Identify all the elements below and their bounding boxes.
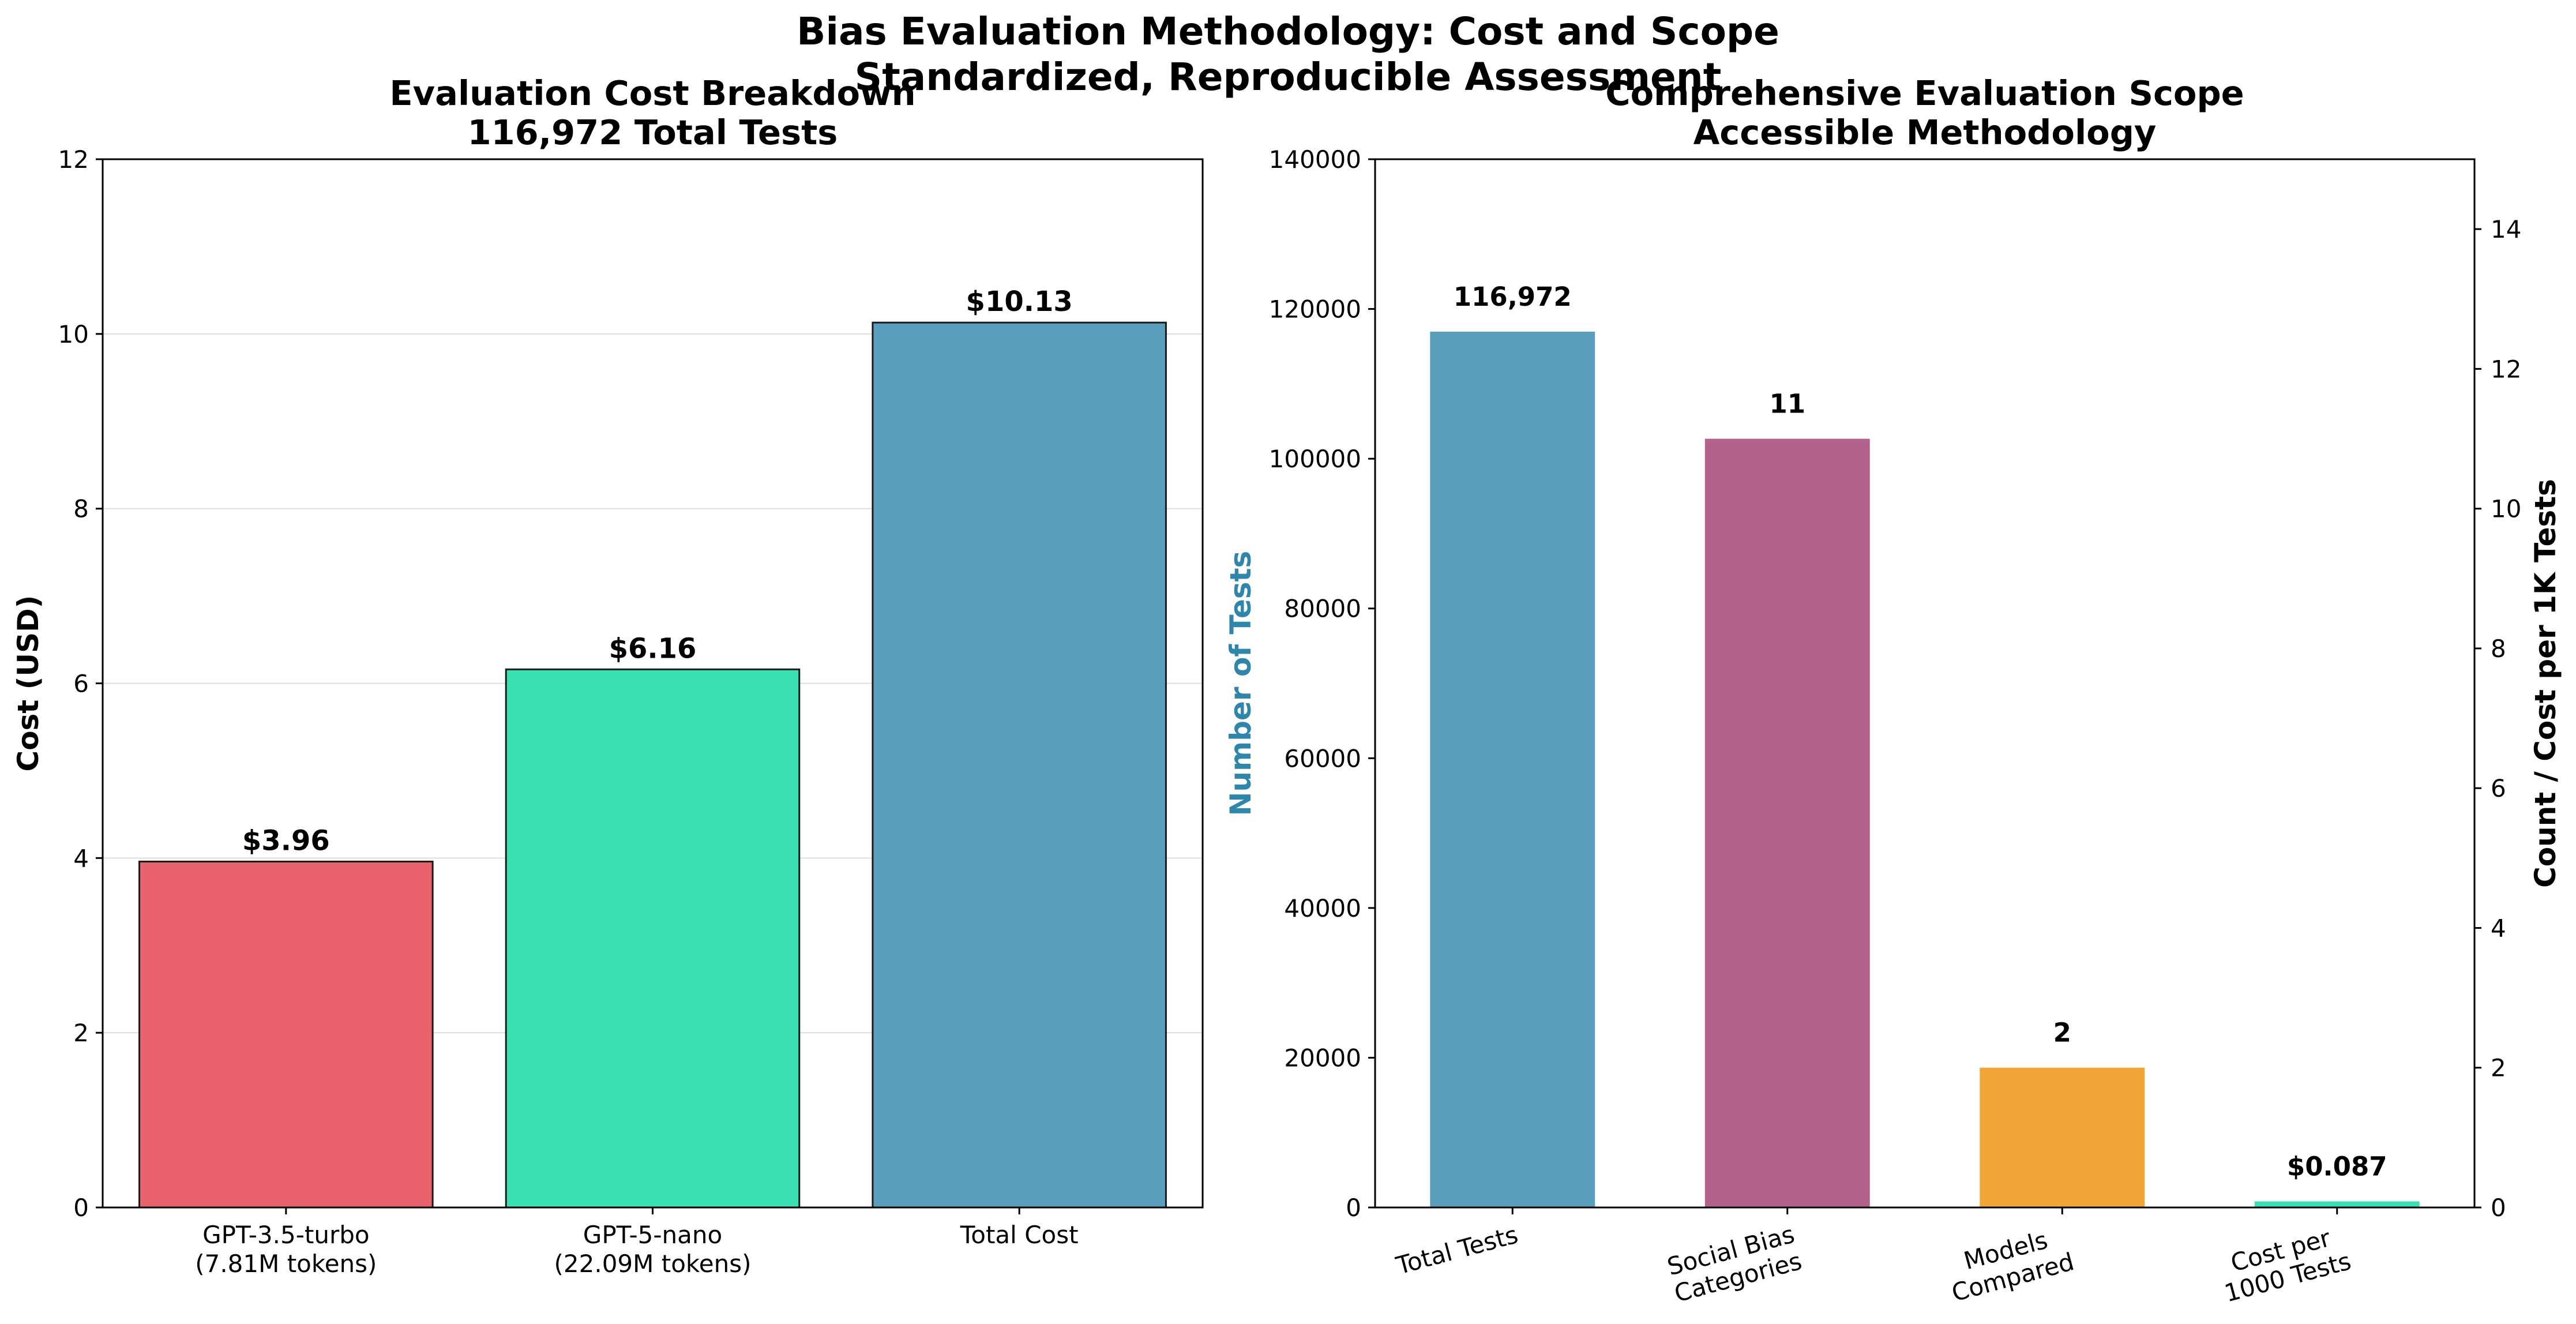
y-tick-label: 0 [73, 1194, 89, 1222]
x-tick-label: GPT-3.5-turbo [202, 1221, 370, 1249]
chart-title-line-1: Evaluation Cost Breakdown [389, 73, 915, 113]
x-tick-label: Total Tests [1393, 1220, 1521, 1280]
bar [1704, 438, 1870, 1207]
chart-title-line-1: Comprehensive Evaluation Scope [1605, 73, 2244, 113]
y-tick-label: 140000 [1269, 145, 1361, 174]
y-axis-label: Number of Tests [1224, 551, 1257, 816]
bar-value-label: 116,972 [1454, 282, 1572, 312]
bar-value-label: $3.96 [242, 824, 330, 857]
suptitle-line-2: Standardized, Reproducible Assessment [855, 55, 1722, 99]
y-tick-label: 120000 [1269, 295, 1361, 324]
y-tick-label: 8 [73, 495, 89, 523]
y-axis-label: Cost (USD) [12, 595, 45, 772]
bar-value-label: $0.087 [2287, 1151, 2387, 1182]
y2-tick-label: 14 [2491, 215, 2521, 243]
y2-tick-label: 6 [2491, 774, 2506, 802]
y-tick-label: 4 [73, 844, 89, 872]
bar [1430, 331, 1595, 1207]
bar [1980, 1067, 2145, 1207]
suptitle-line-1: Bias Evaluation Methodology: Cost and Sc… [797, 9, 1779, 54]
x-tick-label: (7.81M tokens) [195, 1250, 377, 1278]
x-tick-label: ModelsCompared [1942, 1221, 2077, 1307]
bar [138, 860, 434, 1209]
x-tick-label: Cost per1000 Tests [2214, 1220, 2354, 1308]
chart-title-line-2: 116,972 Total Tests [468, 112, 838, 152]
bar-value-label: 11 [1769, 389, 1805, 419]
plot-frame [1374, 158, 2476, 1209]
y2-tick-label: 8 [2491, 635, 2506, 663]
y-tick-label: 0 [1346, 1194, 1361, 1222]
x-tick-label: Total Cost [960, 1221, 1079, 1249]
x-tick-label: Social BiasCategories [1664, 1220, 1805, 1308]
y-tick-label: 80000 [1284, 595, 1361, 623]
y-tick-label: 100000 [1269, 445, 1361, 473]
x-tick-label: GPT-5-nano [583, 1221, 722, 1249]
bar [505, 668, 801, 1209]
x-tick-label: (22.09M tokens) [554, 1250, 752, 1278]
cost-breakdown-chart: $3.96 GPT-3.5-turbo(7.81M tokens) $6.16 GPT… [12, 73, 1204, 1278]
y2-tick-label: 2 [2491, 1054, 2506, 1082]
y2-tick-label: 0 [2491, 1194, 2506, 1222]
y-tick-label: 12 [58, 145, 89, 174]
y2-axis-label: Count / Cost per 1K Tests [2529, 479, 2562, 888]
chart-title-line-2: Accessible Methodology [1693, 112, 2157, 152]
bar-value-label: $6.16 [609, 632, 697, 665]
y-tick-label: 20000 [1284, 1044, 1361, 1072]
y2-tick-label: 12 [2491, 355, 2521, 383]
y2-tick-label: 10 [2491, 495, 2521, 523]
y2-tick-label: 4 [2491, 914, 2506, 942]
y-tick-label: 10 [58, 320, 89, 348]
bar-value-label: $10.13 [966, 286, 1073, 318]
y-tick-label: 2 [73, 1019, 89, 1047]
y-tick-label: 40000 [1284, 894, 1361, 922]
y-tick-label: 60000 [1284, 744, 1361, 772]
bar [2254, 1201, 2420, 1207]
evaluation-scope-chart: 116,972 Total Tests 11 Social BiasCategorie… [1224, 73, 2562, 1308]
bar [872, 321, 1167, 1209]
y-tick-label: 6 [73, 670, 89, 698]
bar-value-label: 2 [2053, 1018, 2071, 1048]
x-tick-label-line: Total Tests [1393, 1220, 1521, 1280]
